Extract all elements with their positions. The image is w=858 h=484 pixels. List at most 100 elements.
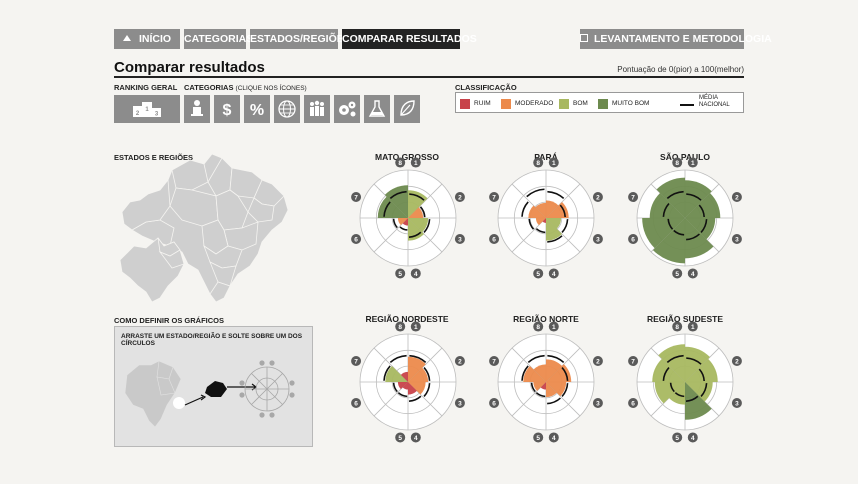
wedge-1[interactable] <box>546 359 563 382</box>
wedge-7[interactable] <box>652 358 685 382</box>
national-arc-2 <box>698 204 705 218</box>
national-arc-4 <box>547 397 561 405</box>
category-button-1[interactable] <box>184 95 210 123</box>
national-arc-7 <box>521 201 529 217</box>
badge-6 <box>489 233 500 244</box>
polar-chart-1[interactable]: 1 2 3 4 5 6 7 8 <box>343 153 473 283</box>
national-arc-4 <box>685 395 699 402</box>
category-button-4[interactable] <box>274 95 300 123</box>
badge-label-6: 6 <box>492 236 496 243</box>
wedge-2[interactable] <box>546 364 572 382</box>
badge-7 <box>628 192 639 203</box>
category-button-5[interactable] <box>304 95 330 123</box>
wedge-2[interactable] <box>408 367 429 382</box>
wedge-4[interactable] <box>685 218 714 259</box>
wedge-6[interactable] <box>642 218 685 249</box>
wedge-5[interactable] <box>402 382 408 390</box>
badge-1 <box>548 157 559 168</box>
svg-text:%: % <box>250 102 264 119</box>
polar-chart-2[interactable]: 1 2 3 4 5 6 7 8 <box>481 153 611 283</box>
national-arc-5 <box>399 226 408 231</box>
category-button-7[interactable] <box>364 95 390 123</box>
wedge-1[interactable] <box>685 180 712 218</box>
badge-label-1: 1 <box>414 160 418 167</box>
polar-chart-5[interactable]: 1 2 3 4 5 6 7 8 <box>481 317 611 447</box>
wedge-7[interactable] <box>385 365 408 382</box>
badge-5 <box>395 268 406 279</box>
polar-chart-6[interactable]: 1 2 3 4 5 6 7 8 <box>620 317 750 447</box>
wedge-8[interactable] <box>400 371 408 382</box>
national-arc-3 <box>561 383 569 397</box>
wedge-6[interactable] <box>397 218 408 226</box>
wedge-2[interactable] <box>408 207 424 218</box>
category-button-6[interactable] <box>334 95 360 123</box>
wedge-8[interactable] <box>384 185 408 218</box>
category-button-3[interactable]: % <box>244 95 270 123</box>
wedge-4[interactable] <box>408 218 425 241</box>
wedge-6[interactable] <box>397 382 408 390</box>
wedge-2[interactable] <box>546 201 569 218</box>
comparar-button[interactable]: COMPARAR RESULTADOS <box>342 29 477 49</box>
badge-label-2: 2 <box>596 194 600 201</box>
badge-7 <box>489 356 500 367</box>
wedge-3[interactable] <box>685 218 716 240</box>
wedge-8[interactable] <box>656 177 685 218</box>
wedge-5[interactable] <box>652 218 685 264</box>
wedge-7[interactable] <box>523 365 546 382</box>
category-button-8[interactable] <box>394 95 420 123</box>
wedge-2[interactable] <box>685 193 721 218</box>
wedge-5[interactable] <box>542 218 546 224</box>
wedge-4[interactable] <box>408 382 417 395</box>
wedge-3[interactable] <box>546 218 562 229</box>
legend-moderado: MODERADO <box>515 100 554 107</box>
wedge-4[interactable] <box>546 218 563 241</box>
national-arc-7 <box>662 203 670 217</box>
wedge-6[interactable] <box>654 382 685 404</box>
national-arc-5 <box>674 392 685 398</box>
badge-label-3: 3 <box>458 400 462 407</box>
wedge-1[interactable] <box>408 356 426 382</box>
howto-instruction: ARRASTE UM ESTADO/REGIÃO E SOLTE SOBRE U… <box>121 333 303 347</box>
ranking-button[interactable]: 2 1 3 <box>114 95 180 123</box>
brazil-map[interactable] <box>112 150 312 305</box>
badge-label-5: 5 <box>398 271 402 278</box>
polar-chart-3[interactable]: 1 2 3 4 5 6 7 8 <box>620 153 750 283</box>
categorias-button[interactable]: CATEGORIAS <box>184 29 253 49</box>
polar-chart-4[interactable]: 1 2 3 4 5 6 7 8 <box>343 317 473 447</box>
badge-5 <box>672 268 683 279</box>
wedge-5[interactable] <box>402 218 408 226</box>
levantamento-button[interactable]: LEVANTAMENTO E METODOLOGIA <box>580 29 772 49</box>
wedge-6[interactable] <box>535 218 546 226</box>
wedge-3[interactable] <box>408 218 429 233</box>
wedge-8[interactable] <box>535 202 546 218</box>
wedge-2[interactable] <box>685 358 718 382</box>
badge-label-5: 5 <box>536 435 540 442</box>
badge-label-3: 3 <box>596 400 600 407</box>
badge-7 <box>351 192 362 203</box>
wedge-8[interactable] <box>658 344 685 382</box>
wedge-3[interactable] <box>408 382 426 395</box>
home-button[interactable]: INÍCIO <box>114 29 180 49</box>
national-arc-1 <box>409 193 425 201</box>
wedge-1[interactable] <box>408 190 428 218</box>
legend-ruim: RUIM <box>474 100 491 107</box>
wedge-4[interactable] <box>546 382 557 398</box>
wedge-1[interactable] <box>685 346 710 382</box>
legend-swatch-ruim <box>460 99 470 109</box>
wedge-6[interactable] <box>533 382 546 391</box>
wedge-7[interactable] <box>528 205 546 218</box>
badge-6 <box>628 233 639 244</box>
classification-legend: RUIM MODERADO BOM MUITO BOM MÉDIA NACION… <box>455 92 744 113</box>
category-button-2[interactable]: $ <box>214 95 240 123</box>
national-arc-1 <box>547 354 565 363</box>
badge-label-8: 8 <box>398 324 402 331</box>
wedge-1[interactable] <box>546 200 559 218</box>
wedge-8[interactable] <box>533 364 546 382</box>
wedge-4[interactable] <box>685 382 712 420</box>
estados-button[interactable]: ESTADOS/REGIÕES <box>250 29 351 49</box>
badge-label-1: 1 <box>691 160 695 167</box>
wedge-3[interactable] <box>546 382 567 397</box>
badge-4 <box>548 432 559 443</box>
badge-6 <box>351 397 362 408</box>
wedge-5[interactable] <box>540 382 546 390</box>
